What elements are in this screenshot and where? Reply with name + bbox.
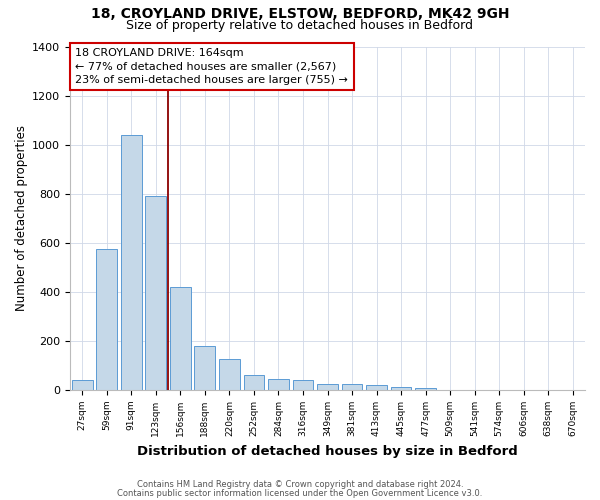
X-axis label: Distribution of detached houses by size in Bedford: Distribution of detached houses by size … [137, 444, 518, 458]
Bar [121, 135, 142, 390]
Bar [341, 384, 362, 390]
Bar [293, 380, 313, 390]
Text: Contains public sector information licensed under the Open Government Licence v3: Contains public sector information licen… [118, 488, 482, 498]
Bar [97, 249, 117, 390]
Text: Size of property relative to detached houses in Bedford: Size of property relative to detached ho… [127, 19, 473, 32]
Bar [72, 380, 92, 390]
Y-axis label: Number of detached properties: Number of detached properties [15, 126, 28, 312]
Bar [145, 196, 166, 390]
Text: Contains HM Land Registry data © Crown copyright and database right 2024.: Contains HM Land Registry data © Crown c… [137, 480, 463, 489]
Text: 18, CROYLAND DRIVE, ELSTOW, BEDFORD, MK42 9GH: 18, CROYLAND DRIVE, ELSTOW, BEDFORD, MK4… [91, 8, 509, 22]
Bar [268, 379, 289, 390]
Bar [391, 387, 412, 390]
Bar [244, 376, 265, 390]
Bar [194, 346, 215, 390]
Bar [317, 384, 338, 390]
Text: 18 CROYLAND DRIVE: 164sqm
← 77% of detached houses are smaller (2,567)
23% of se: 18 CROYLAND DRIVE: 164sqm ← 77% of detac… [75, 48, 348, 84]
Bar [415, 388, 436, 390]
Bar [366, 385, 387, 390]
Bar [219, 360, 240, 390]
Bar [170, 287, 191, 390]
